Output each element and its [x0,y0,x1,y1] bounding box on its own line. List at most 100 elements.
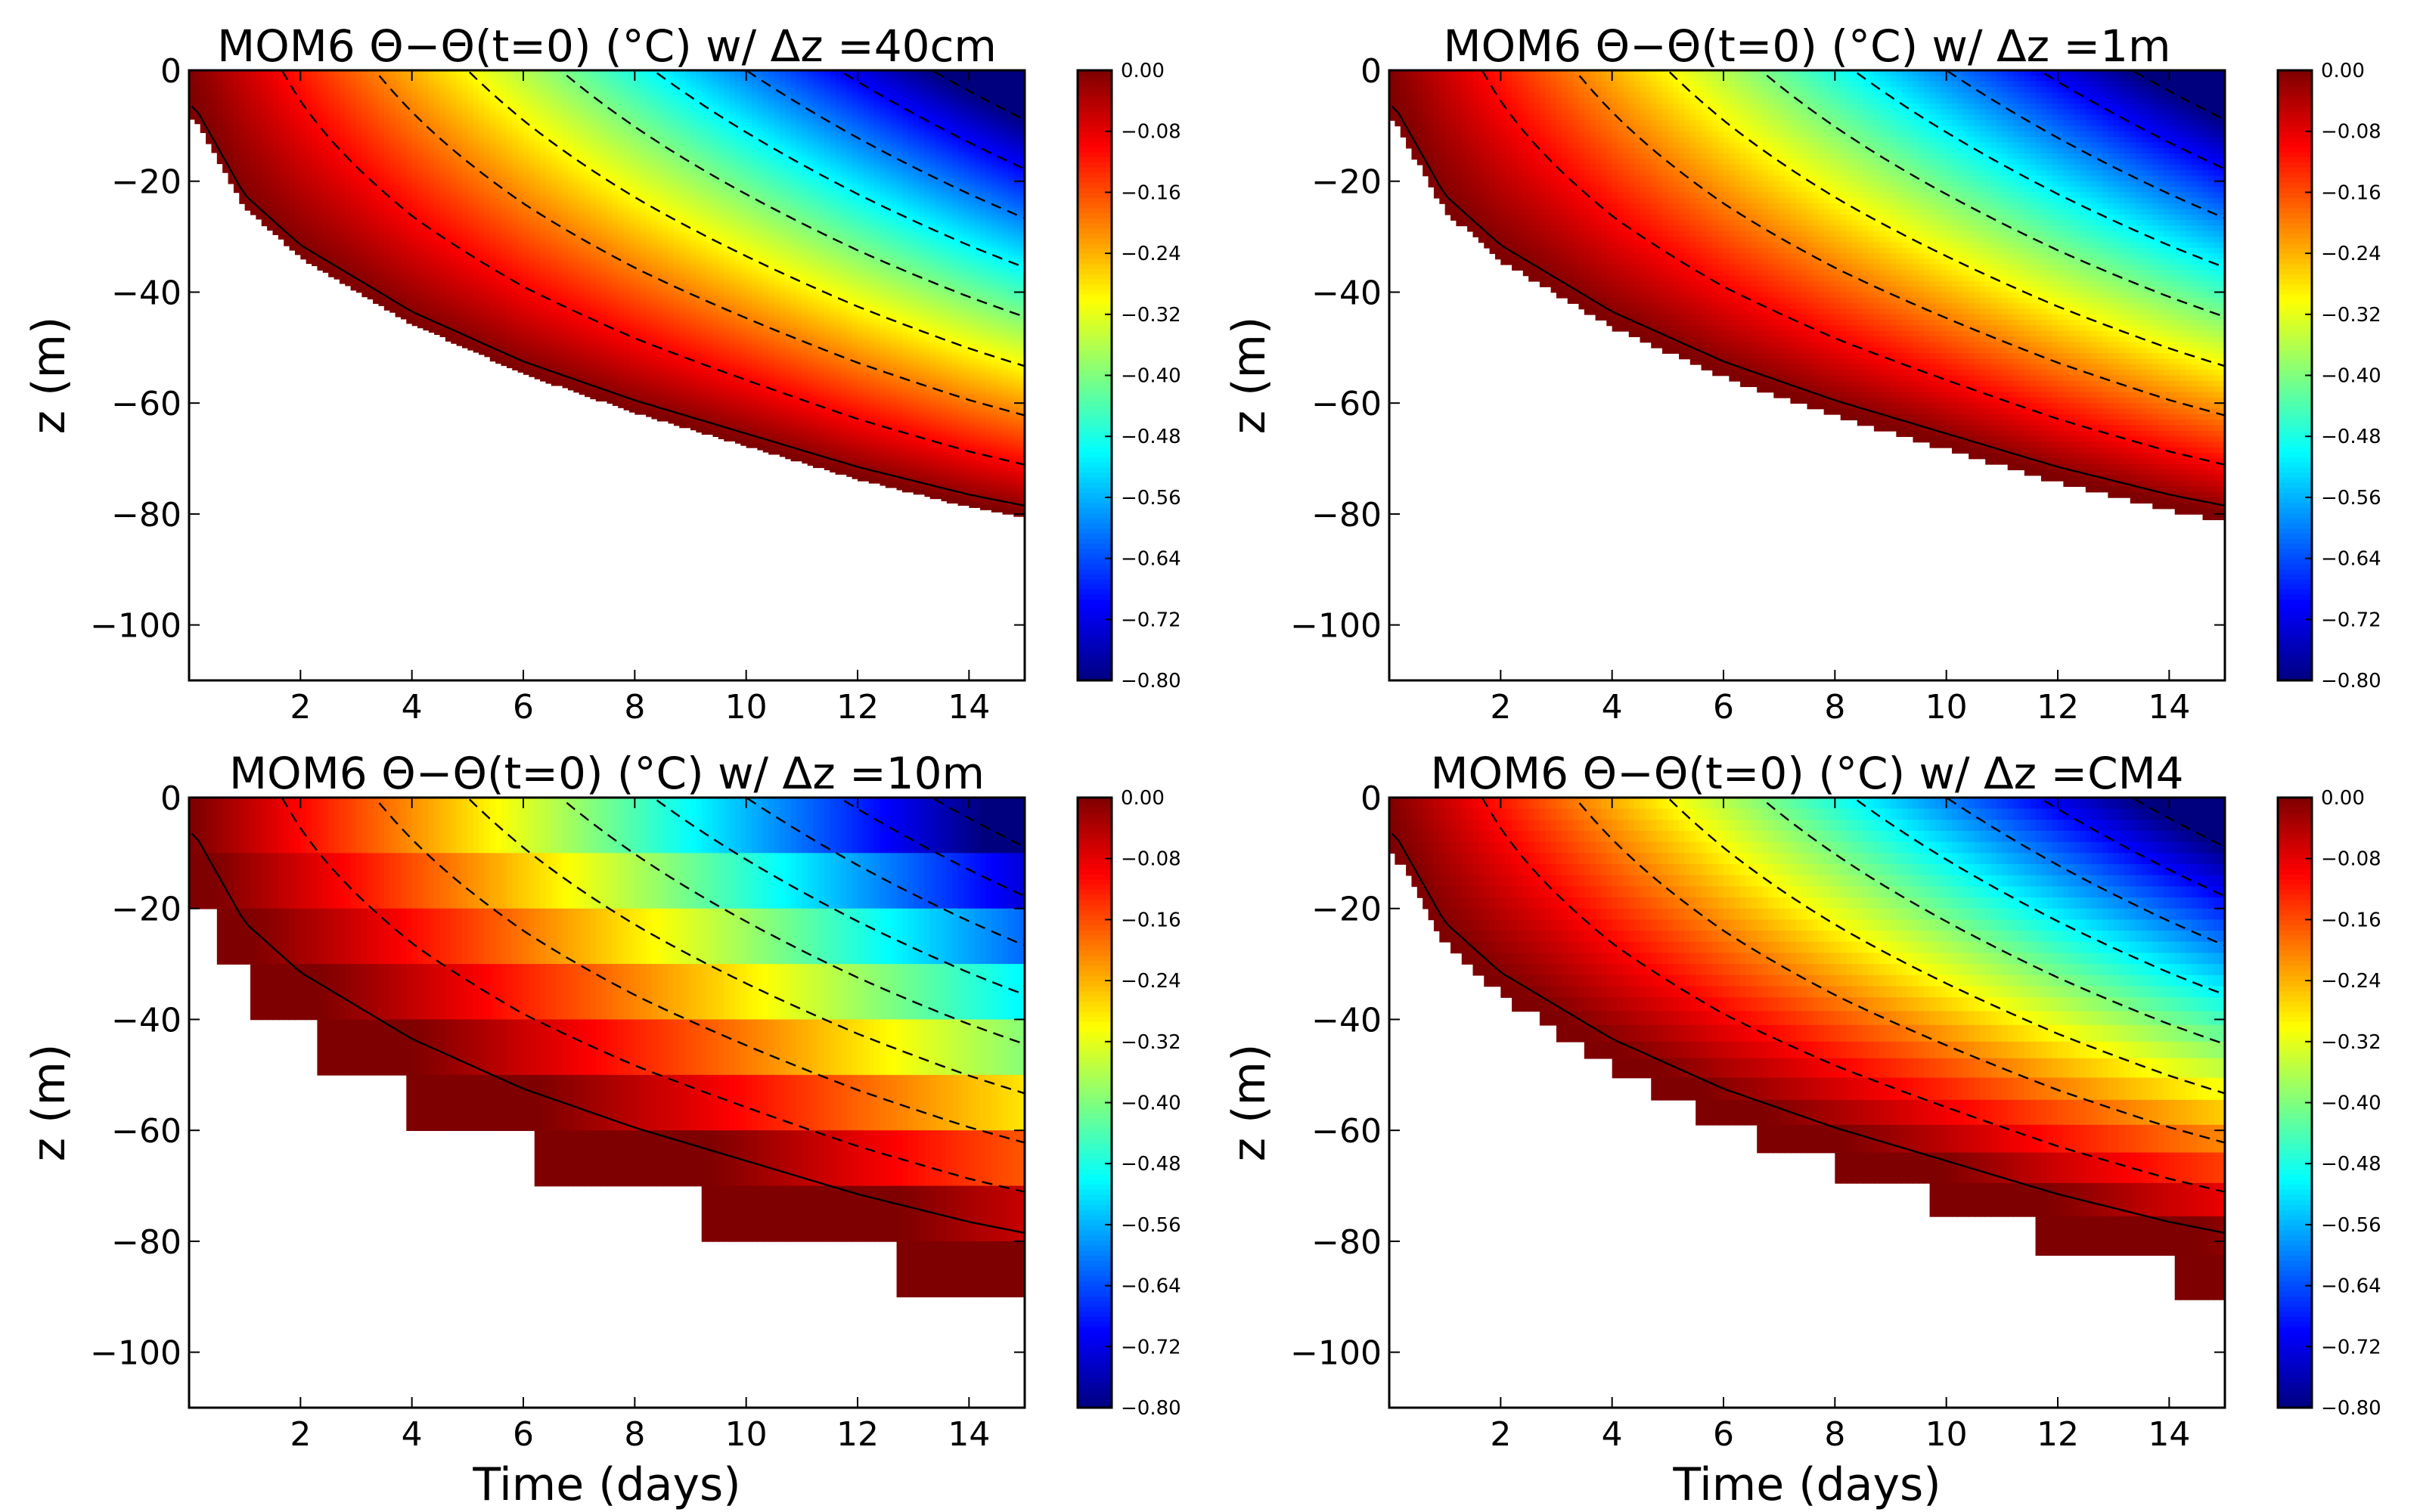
heatmap-cell [696,70,703,73]
heatmap-cell [901,72,909,76]
heatmap-cell [835,79,842,82]
heatmap-cell [813,97,820,100]
heatmap-cell [233,70,240,73]
heatmap-cell [880,119,886,122]
heatmap-cell [891,72,898,76]
heatmap-cell [434,116,441,120]
heatmap-cell [428,72,435,76]
heatmap-cell [746,81,752,85]
heatmap-cell [339,105,346,109]
heatmap-cell [445,112,452,116]
heatmap-cell [484,85,491,89]
heatmap-cell [852,116,858,120]
heatmap-cell [752,110,759,113]
heatmap-cell [495,107,502,111]
heatmap-cell [395,107,402,111]
heatmap-cell [373,85,380,89]
heatmap-cell [779,119,786,122]
heatmap-cell [317,101,324,104]
heatmap-cell [294,105,302,109]
heatmap-cell [540,81,547,85]
heatmap-cell [880,76,886,80]
heatmap-cell [662,90,669,94]
heatmap-cell [673,88,681,91]
heatmap-cell [300,99,307,102]
heatmap-cell [1007,76,1015,80]
heatmap-cell [830,85,836,89]
heatmap-cell [1007,90,1015,94]
heatmap-cell [356,79,363,82]
heatmap-cell [701,99,708,102]
heatmap-cell [400,90,408,94]
heatmap-cell [328,79,335,82]
heatmap-cell [712,79,719,82]
heatmap-cell [345,76,352,80]
heatmap-cell [439,72,446,76]
heatmap-cell [974,99,981,102]
heatmap-cell [239,112,246,116]
heatmap-cell [852,101,858,104]
heatmap-cell [807,105,814,109]
heatmap-cell [272,110,279,113]
heatmap-cell [679,107,686,111]
heatmap-cell [512,105,519,109]
heatmap-cell [445,85,452,89]
heatmap-cell [790,83,797,87]
heatmap-cell [997,119,1004,122]
heatmap-cell [373,94,380,98]
heatmap-cell [506,74,513,78]
heatmap-cell [434,104,441,107]
heatmap-cell [200,130,206,133]
heatmap-cell [852,110,858,113]
heatmap-cell [473,119,479,122]
heatmap-cell [300,81,307,85]
heatmap-cell [628,70,636,73]
heatmap-cell [484,97,491,100]
heatmap-cell [445,99,452,102]
heatmap-cell [350,107,357,111]
heatmap-cell [261,88,268,91]
heatmap-cell [417,83,424,87]
heatmap-cell [885,85,892,89]
heatmap-cell [896,116,903,120]
heatmap-cell [752,83,759,87]
heatmap-cell [517,85,524,89]
heatmap-cell [334,94,340,98]
heatmap-cell [557,92,563,96]
heatmap-cell [640,83,647,87]
heatmap-cell [924,97,931,100]
heatmap-cell [406,74,413,78]
heatmap-cell [757,119,764,122]
heatmap-cell [668,112,675,116]
heatmap-cell [356,70,363,73]
heatmap-cell [456,101,463,104]
heatmap-cell [517,94,524,98]
heatmap-cell [618,79,625,82]
heatmap-cell [634,112,641,116]
heatmap-cell [289,99,296,102]
heatmap-cell [640,79,647,82]
heatmap-cell [796,116,803,120]
heatmap-cell [206,116,213,120]
heatmap-cell [406,94,413,98]
heatmap-cell [762,101,769,104]
heatmap-cell [601,90,608,94]
heatmap-cell [445,97,452,100]
heatmap-cell [373,70,380,73]
heatmap-cell [1019,94,1025,98]
heatmap-cell [752,104,759,107]
heatmap-cell [885,90,892,94]
heatmap-cell [852,85,858,89]
heatmap-cell [467,110,474,113]
heatmap-cell [406,119,413,122]
heatmap-cell [701,70,708,73]
heatmap-cell [590,99,597,102]
heatmap-cell [612,107,619,111]
heatmap-cell [300,88,307,91]
heatmap-cell [222,105,229,109]
heatmap-cell [461,114,469,118]
heatmap-cell [712,81,719,85]
heatmap-cell [874,119,881,122]
heatmap-cell [701,72,708,76]
heatmap-cell [194,85,201,89]
